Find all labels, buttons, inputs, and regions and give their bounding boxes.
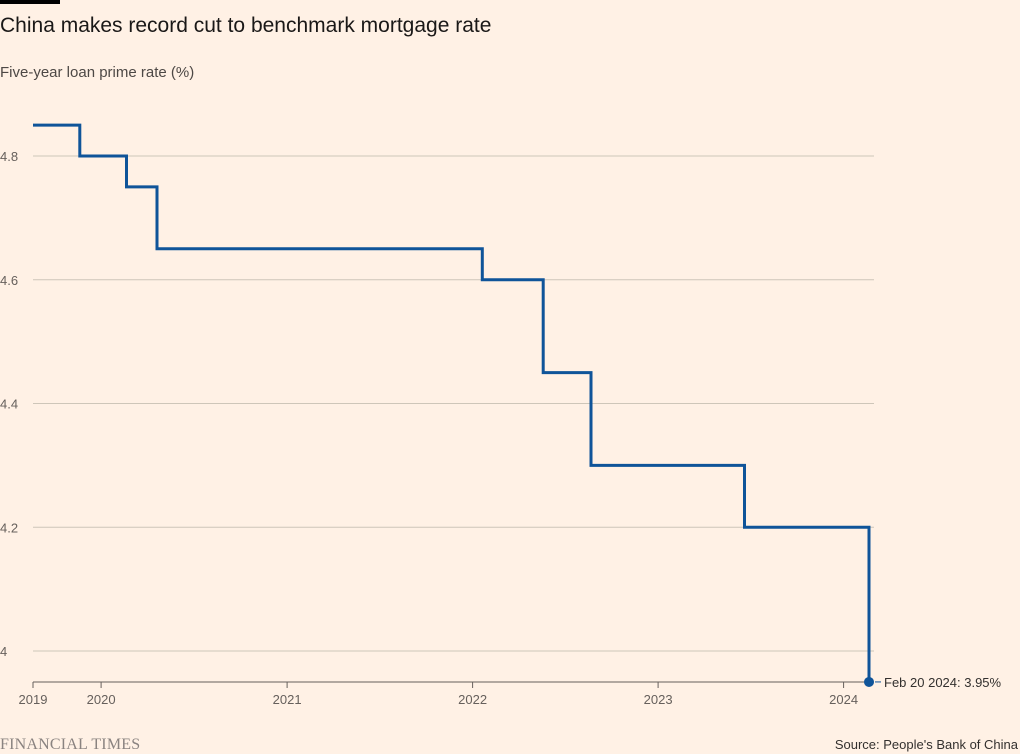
y-tick-label: 4.6 (0, 273, 18, 288)
source-note: Source: People's Bank of China (834, 737, 1018, 752)
chart-title: China makes record cut to benchmark mort… (0, 14, 492, 37)
x-tick-label: 2022 (458, 692, 487, 707)
y-tick-label: 4.2 (0, 520, 18, 535)
x-tick-label: 2020 (87, 692, 116, 707)
x-tick-label: 2023 (644, 692, 673, 707)
brand-logo: FINANCIAL TIMES (0, 736, 141, 753)
x-tick-label: 2024 (829, 692, 858, 707)
end-point-marker (864, 676, 874, 687)
series-line (33, 123, 871, 682)
y-tick-label: 4 (0, 644, 7, 659)
x-tick-label: 2021 (273, 692, 302, 707)
annotation-label: Feb 20 2024: 3.95% (884, 675, 1002, 690)
chart-subtitle: Five-year loan prime rate (%) (0, 64, 195, 81)
y-tick-label: 4.4 (0, 397, 18, 412)
top-rule (0, 0, 60, 4)
x-tick-label: 2019 (19, 692, 48, 707)
y-tick-label: 4.8 (0, 149, 18, 164)
